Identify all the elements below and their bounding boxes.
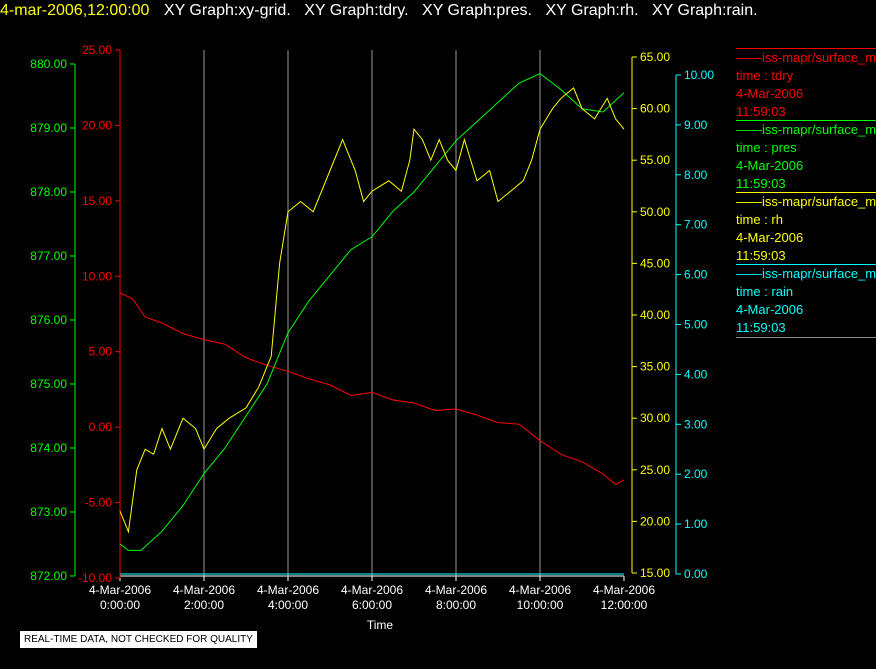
y-tick-label-rain: 7.00 xyxy=(684,218,708,232)
y-tick-label-rh: 35.00 xyxy=(640,360,670,374)
graph-title-bar: 4-mar-2006,12:00:00 XY Graph:xy-grid. XY… xyxy=(0,2,876,26)
x-axis-label: Time xyxy=(366,618,394,632)
y-tick-label-rain: 8.00 xyxy=(684,168,708,182)
x-tick-label-date: 4-Mar-2006 xyxy=(341,583,403,597)
x-tick-label-date: 4-Mar-2006 xyxy=(425,583,487,597)
x-tick-label-time: 10:00:00 xyxy=(517,598,564,612)
x-tick-label-time: 6:00:00 xyxy=(352,598,392,612)
y-tick-label-pres: 874.00 xyxy=(30,441,67,455)
y-tick-label-rh: 40.00 xyxy=(640,308,670,322)
y-tick-label-rain: 2.00 xyxy=(684,467,708,481)
x-tick-label-time: 2:00:00 xyxy=(184,598,224,612)
y-tick-label-tdry: 0.00 xyxy=(89,420,113,434)
y-tick-label-pres: 879.00 xyxy=(30,121,67,135)
x-tick-label-time: 0:00:00 xyxy=(100,598,140,612)
x-tick-label-date: 4-Mar-2006 xyxy=(173,583,235,597)
legend-series-time: 11:59:03 xyxy=(736,320,786,335)
y-tick-label-rain: 1.00 xyxy=(684,517,708,531)
series-line-pres xyxy=(119,73,625,551)
y-tick-label-rh: 55.00 xyxy=(640,153,670,167)
series-line-rh xyxy=(119,87,625,534)
legend-series-field: time : rh xyxy=(736,212,783,227)
legend-entry-tdry: ——iss-mapr/surface_m time : tdry 4-Mar-2… xyxy=(736,48,876,121)
y-tick-label-rain: 4.00 xyxy=(684,367,708,381)
y-tick-label-tdry: -5.00 xyxy=(85,496,113,510)
y-tick-label-rain: 5.00 xyxy=(684,318,708,332)
legend-series-date: 4-Mar-2006 xyxy=(736,158,804,173)
y-tick-label-tdry: 15.00 xyxy=(82,194,112,208)
legend-series-field: time : tdry xyxy=(736,68,794,83)
y-tick-label-pres: 877.00 xyxy=(30,249,67,263)
legend-series-name: ——iss-mapr/surface_m xyxy=(736,50,876,65)
y-tick-label-rh: 25.00 xyxy=(640,463,670,477)
graph-tab-pres[interactable]: XY Graph:pres. xyxy=(422,2,532,19)
y-tick-label-rain: 3.00 xyxy=(684,417,708,431)
x-tick-label-date: 4-Mar-2006 xyxy=(257,583,319,597)
x-tick-label-date: 4-Mar-2006 xyxy=(509,583,571,597)
quality-disclaimer: REAL-TIME DATA, NOT CHECKED FOR QUALITY xyxy=(20,631,257,648)
y-tick-label-rain: 10.00 xyxy=(684,68,714,82)
timestamp-label: 4-mar-2006,12:00:00 xyxy=(0,2,150,19)
legend-series-date: 4-Mar-2006 xyxy=(736,86,804,101)
x-tick-label-time: 12:00:00 xyxy=(601,598,648,612)
x-tick-label-date: 4-Mar-2006 xyxy=(593,583,655,597)
y-tick-label-rain: 0.00 xyxy=(684,567,708,581)
y-tick-label-rh: 60.00 xyxy=(640,102,670,116)
x-tick-label-date: 4-Mar-2006 xyxy=(89,583,151,597)
x-tick-label-time: 8:00:00 xyxy=(436,598,476,612)
y-tick-label-pres: 872.00 xyxy=(30,569,67,583)
legend-entry-pres: ——iss-mapr/surface_m time : pres 4-Mar-2… xyxy=(736,120,876,193)
legend-series-field: time : rain xyxy=(736,284,794,299)
legend-series-field: time : pres xyxy=(736,140,797,155)
legend-series-date: 4-Mar-2006 xyxy=(736,230,804,245)
legend-series-name: ——iss-mapr/surface_m xyxy=(736,266,876,281)
y-tick-label-rh: 65.00 xyxy=(640,50,670,64)
y-tick-label-pres: 873.00 xyxy=(30,505,67,519)
y-tick-label-rain: 6.00 xyxy=(684,268,708,282)
y-tick-label-tdry: -10.00 xyxy=(78,571,112,585)
y-tick-label-rh: 15.00 xyxy=(640,566,670,580)
y-tick-label-tdry: 25.00 xyxy=(82,43,112,57)
y-tick-label-tdry: 5.00 xyxy=(89,345,113,359)
legend-series-time: 11:59:03 xyxy=(736,104,786,119)
legend-series-time: 11:59:03 xyxy=(736,176,786,191)
y-tick-label-pres: 875.00 xyxy=(30,377,67,391)
graph-tab-xy-grid[interactable]: XY Graph:xy-grid. xyxy=(163,2,291,19)
graph-tab-rain[interactable]: XY Graph:rain. xyxy=(652,2,758,19)
legend-series-date: 4-Mar-2006 xyxy=(736,302,804,317)
series-line-tdry xyxy=(119,292,625,486)
legend-series-name: ——iss-mapr/surface_m xyxy=(736,194,876,209)
y-tick-label-pres: 880.00 xyxy=(30,57,67,71)
legend-series-time: 11:59:03 xyxy=(736,248,786,263)
graph-tab-tdry[interactable]: XY Graph:tdry. xyxy=(304,2,409,19)
legend-series-name: ——iss-mapr/surface_m xyxy=(736,122,876,137)
y-tick-label-rh: 20.00 xyxy=(640,514,670,528)
y-tick-label-rh: 30.00 xyxy=(640,411,670,425)
y-tick-label-rh: 45.00 xyxy=(640,256,670,270)
y-tick-label-rain: 9.00 xyxy=(684,118,708,132)
y-tick-label-tdry: 20.00 xyxy=(82,118,112,132)
x-tick-label-time: 4:00:00 xyxy=(268,598,308,612)
y-tick-label-tdry: 10.00 xyxy=(82,269,112,283)
y-tick-label-rh: 50.00 xyxy=(640,205,670,219)
y-tick-label-pres: 876.00 xyxy=(30,313,67,327)
legend-entry-rain: ——iss-mapr/surface_m time : rain 4-Mar-2… xyxy=(736,264,876,338)
graph-tab-rh[interactable]: XY Graph:rh. xyxy=(545,2,639,19)
legend-entry-rh: ——iss-mapr/surface_m time : rh 4-Mar-200… xyxy=(736,192,876,265)
y-tick-label-pres: 878.00 xyxy=(30,185,67,199)
